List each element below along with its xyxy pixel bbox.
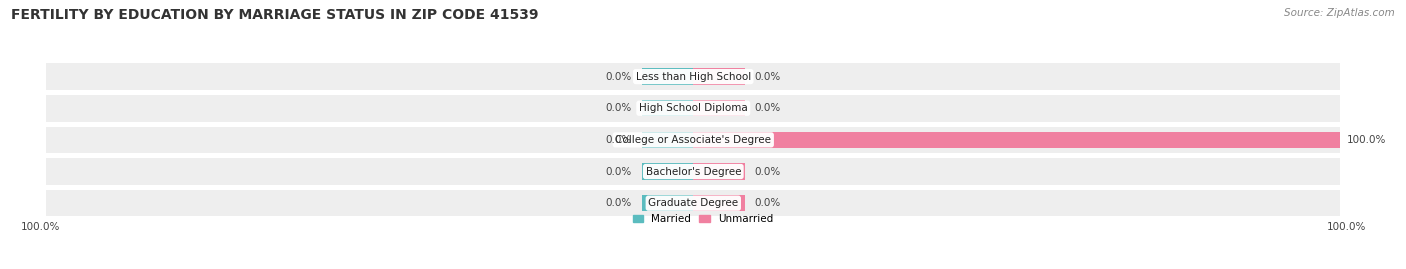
Text: FERTILITY BY EDUCATION BY MARRIAGE STATUS IN ZIP CODE 41539: FERTILITY BY EDUCATION BY MARRIAGE STATU… [11, 8, 538, 22]
Bar [46, 95, 1340, 122]
Bar [46, 127, 1340, 153]
Bar [693, 68, 745, 85]
Text: Source: ZipAtlas.com: Source: ZipAtlas.com [1284, 8, 1395, 18]
Bar [641, 100, 693, 116]
Legend: Married, Unmarried: Married, Unmarried [628, 210, 778, 228]
Bar [693, 163, 745, 180]
Text: 0.0%: 0.0% [606, 198, 631, 208]
Text: 100.0%: 100.0% [1347, 135, 1386, 145]
Text: College or Associate's Degree: College or Associate's Degree [616, 135, 772, 145]
Text: 0.0%: 0.0% [755, 72, 780, 82]
Text: Graduate Degree: Graduate Degree [648, 198, 738, 208]
Text: Less than High School: Less than High School [636, 72, 751, 82]
Bar [46, 63, 1340, 90]
Text: 0.0%: 0.0% [606, 167, 631, 176]
Text: High School Diploma: High School Diploma [638, 103, 748, 113]
Bar [641, 195, 693, 211]
Text: 0.0%: 0.0% [606, 135, 631, 145]
Bar [46, 158, 1340, 185]
Text: 0.0%: 0.0% [755, 198, 780, 208]
Bar [693, 100, 745, 116]
Bar [641, 132, 693, 148]
Text: Bachelor's Degree: Bachelor's Degree [645, 167, 741, 176]
Text: 0.0%: 0.0% [755, 103, 780, 113]
Text: 100.0%: 100.0% [1327, 222, 1367, 232]
Bar [641, 68, 693, 85]
Text: 100.0%: 100.0% [21, 222, 60, 232]
Text: 0.0%: 0.0% [606, 72, 631, 82]
Bar [641, 163, 693, 180]
Text: 0.0%: 0.0% [606, 103, 631, 113]
Bar [46, 190, 1340, 217]
Text: 0.0%: 0.0% [755, 167, 780, 176]
Bar [693, 132, 1340, 148]
Bar [693, 195, 745, 211]
